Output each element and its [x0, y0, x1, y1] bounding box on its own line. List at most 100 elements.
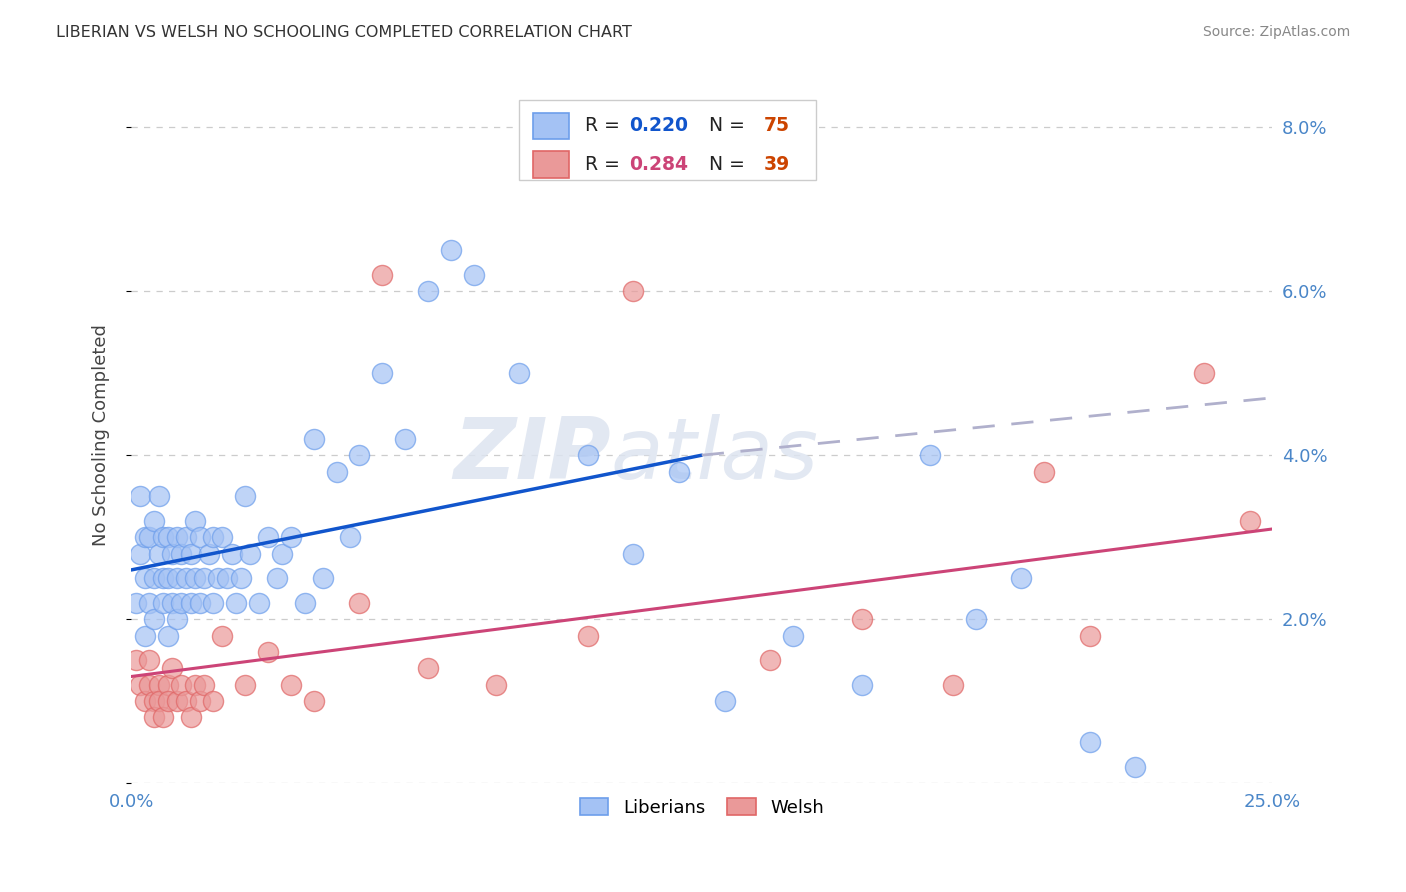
Point — [1192, 366, 1215, 380]
Point — [148, 547, 170, 561]
Text: LIBERIAN VS WELSH NO SCHOOLING COMPLETED CORRELATION CHART: LIBERIAN VS WELSH NO SCHOOLING COMPLETED… — [56, 25, 633, 40]
Point — [174, 571, 197, 585]
Point — [257, 530, 280, 544]
Point — [152, 596, 174, 610]
Point — [349, 448, 371, 462]
Point — [440, 244, 463, 258]
Point — [179, 710, 201, 724]
Point — [134, 571, 156, 585]
Point — [416, 661, 439, 675]
Point — [188, 596, 211, 610]
Point — [239, 547, 262, 561]
Y-axis label: No Schooling Completed: No Schooling Completed — [93, 324, 110, 546]
Point — [184, 571, 207, 585]
Point — [148, 694, 170, 708]
Point — [138, 653, 160, 667]
Point — [280, 678, 302, 692]
Point — [1239, 514, 1261, 528]
Point — [257, 645, 280, 659]
Text: 0.284: 0.284 — [628, 155, 688, 174]
Point — [1078, 735, 1101, 749]
Point — [162, 661, 184, 675]
Point — [125, 596, 148, 610]
Point — [851, 612, 873, 626]
Point — [668, 465, 690, 479]
Point — [215, 571, 238, 585]
Point — [1078, 628, 1101, 642]
Point — [229, 571, 252, 585]
Point — [508, 366, 530, 380]
Point — [143, 514, 166, 528]
Point — [129, 489, 152, 503]
Text: R =: R = — [585, 117, 626, 136]
Legend: Liberians, Welsh: Liberians, Welsh — [572, 791, 831, 824]
Point — [530, 161, 553, 176]
Point — [270, 547, 292, 561]
Point — [759, 653, 782, 667]
Point — [143, 571, 166, 585]
Point — [280, 530, 302, 544]
Point — [202, 530, 225, 544]
Text: atlas: atlas — [610, 414, 818, 497]
Point — [576, 448, 599, 462]
Point — [371, 366, 394, 380]
Point — [156, 571, 179, 585]
Point — [463, 268, 485, 282]
Text: R =: R = — [585, 155, 626, 174]
Point — [576, 628, 599, 642]
Point — [713, 694, 735, 708]
FancyBboxPatch shape — [519, 100, 815, 180]
Point — [302, 694, 325, 708]
Text: ZIP: ZIP — [453, 414, 610, 497]
Point — [1125, 759, 1147, 773]
Text: N =: N = — [697, 117, 751, 136]
Point — [1033, 465, 1056, 479]
Point — [394, 432, 416, 446]
Point — [162, 596, 184, 610]
Point — [129, 678, 152, 692]
Point — [193, 571, 215, 585]
Point — [325, 465, 347, 479]
Point — [193, 678, 215, 692]
Point — [207, 571, 229, 585]
Text: 39: 39 — [763, 155, 790, 174]
Point — [170, 547, 193, 561]
Point — [143, 612, 166, 626]
Point — [166, 612, 188, 626]
Point — [134, 628, 156, 642]
Text: 75: 75 — [763, 117, 789, 136]
Point — [416, 285, 439, 299]
Point — [942, 678, 965, 692]
Point — [138, 530, 160, 544]
Point — [621, 547, 644, 561]
Point — [174, 530, 197, 544]
Text: 0.220: 0.220 — [628, 117, 688, 136]
Point — [918, 448, 941, 462]
Point — [125, 653, 148, 667]
Point — [179, 547, 201, 561]
Point — [156, 678, 179, 692]
FancyBboxPatch shape — [533, 112, 569, 139]
Point — [221, 547, 243, 561]
Point — [166, 694, 188, 708]
Point — [621, 285, 644, 299]
Point — [371, 268, 394, 282]
Point — [202, 694, 225, 708]
Point — [138, 596, 160, 610]
Point — [211, 530, 233, 544]
Point — [184, 678, 207, 692]
Point — [134, 530, 156, 544]
Point — [143, 694, 166, 708]
Point — [349, 596, 371, 610]
Point — [152, 710, 174, 724]
Point — [266, 571, 288, 585]
Point — [152, 571, 174, 585]
Point — [485, 678, 508, 692]
Point — [156, 628, 179, 642]
Point — [174, 694, 197, 708]
Point — [225, 596, 247, 610]
Point — [156, 530, 179, 544]
Point — [138, 678, 160, 692]
Point — [170, 678, 193, 692]
Point — [782, 628, 804, 642]
